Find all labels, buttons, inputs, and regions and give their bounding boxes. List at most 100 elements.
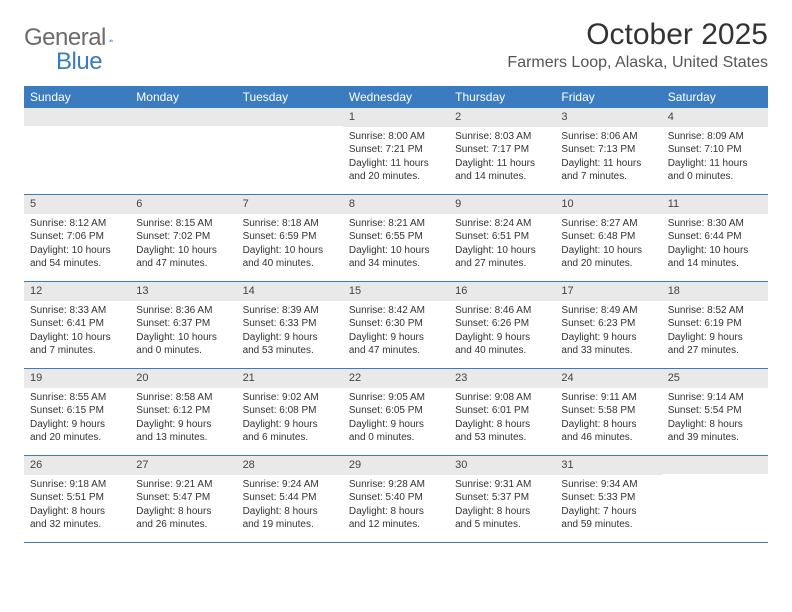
day-cell: 3Sunrise: 8:06 AMSunset: 7:13 PMDaylight… <box>555 108 661 194</box>
sunrise-text: Sunrise: 9:05 AM <box>349 391 443 405</box>
day-number <box>237 108 343 126</box>
sunrise-text: Sunrise: 9:34 AM <box>561 478 655 492</box>
day-cell: 16Sunrise: 8:46 AMSunset: 6:26 PMDayligh… <box>449 282 555 368</box>
sunrise-text: Sunrise: 9:18 AM <box>30 478 124 492</box>
day-number: 10 <box>555 195 661 214</box>
daylight-text: Daylight: 9 hours and 6 minutes. <box>243 418 337 445</box>
day-cell: 29Sunrise: 9:28 AMSunset: 5:40 PMDayligh… <box>343 456 449 542</box>
day-number: 1 <box>343 108 449 127</box>
sunrise-text: Sunrise: 8:00 AM <box>349 130 443 144</box>
sunset-text: Sunset: 7:02 PM <box>136 230 230 244</box>
day-number <box>662 456 768 474</box>
sunrise-text: Sunrise: 8:24 AM <box>455 217 549 231</box>
day-number: 4 <box>662 108 768 127</box>
day-cell: 23Sunrise: 9:08 AMSunset: 6:01 PMDayligh… <box>449 369 555 455</box>
daylight-text: Daylight: 10 hours and 40 minutes. <box>243 244 337 271</box>
day-number: 3 <box>555 108 661 127</box>
day-cell: 19Sunrise: 8:55 AMSunset: 6:15 PMDayligh… <box>24 369 130 455</box>
day-cell: 22Sunrise: 9:05 AMSunset: 6:05 PMDayligh… <box>343 369 449 455</box>
day-cell: 12Sunrise: 8:33 AMSunset: 6:41 PMDayligh… <box>24 282 130 368</box>
day-body: Sunrise: 8:30 AMSunset: 6:44 PMDaylight:… <box>662 214 768 275</box>
day-cell: 25Sunrise: 9:14 AMSunset: 5:54 PMDayligh… <box>662 369 768 455</box>
sunset-text: Sunset: 7:06 PM <box>30 230 124 244</box>
weekday-header-row: Sunday Monday Tuesday Wednesday Thursday… <box>24 86 768 108</box>
day-cell: 24Sunrise: 9:11 AMSunset: 5:58 PMDayligh… <box>555 369 661 455</box>
day-cell: 15Sunrise: 8:42 AMSunset: 6:30 PMDayligh… <box>343 282 449 368</box>
day-body: Sunrise: 8:15 AMSunset: 7:02 PMDaylight:… <box>130 214 236 275</box>
daylight-text: Daylight: 9 hours and 20 minutes. <box>30 418 124 445</box>
sunrise-text: Sunrise: 9:11 AM <box>561 391 655 405</box>
day-cell: 1 Sunrise: 8:00 AMSunset: 7:21 PMDaylight… <box>343 108 449 194</box>
daylight-text: Daylight: 8 hours and 46 minutes. <box>561 418 655 445</box>
day-number: 9 <box>449 195 555 214</box>
daylight-text: Daylight: 9 hours and 47 minutes. <box>349 331 443 358</box>
sunset-text: Sunset: 6:12 PM <box>136 404 230 418</box>
day-number: 15 <box>343 282 449 301</box>
sunrise-text: Sunrise: 8:30 AM <box>668 217 762 231</box>
day-cell: 7Sunrise: 8:18 AMSunset: 6:59 PMDaylight… <box>237 195 343 281</box>
sunrise-text: Sunrise: 8:12 AM <box>30 217 124 231</box>
sunset-text: Sunset: 7:13 PM <box>561 143 655 157</box>
day-number: 25 <box>662 369 768 388</box>
sunrise-text: Sunrise: 8:15 AM <box>136 217 230 231</box>
day-cell: 14Sunrise: 8:39 AMSunset: 6:33 PMDayligh… <box>237 282 343 368</box>
daylight-text: Daylight: 9 hours and 0 minutes. <box>349 418 443 445</box>
day-number: 21 <box>237 369 343 388</box>
sunrise-text: Sunrise: 8:36 AM <box>136 304 230 318</box>
day-cell: 11Sunrise: 8:30 AMSunset: 6:44 PMDayligh… <box>662 195 768 281</box>
daylight-text: Daylight: 11 hours and 14 minutes. <box>455 157 549 184</box>
sunrise-text: Sunrise: 8:58 AM <box>136 391 230 405</box>
day-number: 8 <box>343 195 449 214</box>
week-row: 5Sunrise: 8:12 AMSunset: 7:06 PMDaylight… <box>24 195 768 282</box>
day-body: Sunrise: 9:28 AMSunset: 5:40 PMDaylight:… <box>343 475 449 536</box>
day-body: Sunrise: 8:42 AMSunset: 6:30 PMDaylight:… <box>343 301 449 362</box>
day-cell: 9Sunrise: 8:24 AMSunset: 6:51 PMDaylight… <box>449 195 555 281</box>
day-body: Sunrise: 8:21 AMSunset: 6:55 PMDaylight:… <box>343 214 449 275</box>
day-body: Sunrise: 9:08 AMSunset: 6:01 PMDaylight:… <box>449 388 555 449</box>
sunset-text: Sunset: 6:08 PM <box>243 404 337 418</box>
weekday-header: Thursday <box>449 86 555 108</box>
day-cell: 17Sunrise: 8:49 AMSunset: 6:23 PMDayligh… <box>555 282 661 368</box>
sunset-text: Sunset: 5:44 PM <box>243 491 337 505</box>
daylight-text: Daylight: 11 hours and 0 minutes. <box>668 157 762 184</box>
day-body: Sunrise: 9:34 AMSunset: 5:33 PMDaylight:… <box>555 475 661 536</box>
day-body: Sunrise: 8:39 AMSunset: 6:33 PMDaylight:… <box>237 301 343 362</box>
day-body: Sunrise: 9:02 AMSunset: 6:08 PMDaylight:… <box>237 388 343 449</box>
day-number: 23 <box>449 369 555 388</box>
day-body: Sunrise: 9:14 AMSunset: 5:54 PMDaylight:… <box>662 388 768 449</box>
sunrise-text: Sunrise: 8:39 AM <box>243 304 337 318</box>
sunrise-text: Sunrise: 9:14 AM <box>668 391 762 405</box>
sunset-text: Sunset: 6:37 PM <box>136 317 230 331</box>
day-body: Sunrise: 9:18 AMSunset: 5:51 PMDaylight:… <box>24 475 130 536</box>
day-body <box>237 126 343 186</box>
sunset-text: Sunset: 6:05 PM <box>349 404 443 418</box>
day-cell: 13Sunrise: 8:36 AMSunset: 6:37 PMDayligh… <box>130 282 236 368</box>
day-body: Sunrise: 9:31 AMSunset: 5:37 PMDaylight:… <box>449 475 555 536</box>
week-row: 19Sunrise: 8:55 AMSunset: 6:15 PMDayligh… <box>24 369 768 456</box>
day-cell: 27Sunrise: 9:21 AMSunset: 5:47 PMDayligh… <box>130 456 236 542</box>
logo-sail-icon <box>109 29 113 47</box>
day-number: 27 <box>130 456 236 475</box>
sunrise-text: Sunrise: 9:28 AM <box>349 478 443 492</box>
daylight-text: Daylight: 11 hours and 7 minutes. <box>561 157 655 184</box>
weekday-header: Saturday <box>662 86 768 108</box>
daylight-text: Daylight: 7 hours and 59 minutes. <box>561 505 655 532</box>
location-subtitle: Farmers Loop, Alaska, United States <box>507 54 768 72</box>
daylight-text: Daylight: 11 hours and 20 minutes. <box>349 157 443 184</box>
sunset-text: Sunset: 5:33 PM <box>561 491 655 505</box>
sunset-text: Sunset: 7:17 PM <box>455 143 549 157</box>
sunrise-text: Sunrise: 9:24 AM <box>243 478 337 492</box>
day-cell <box>130 108 236 194</box>
day-number: 17 <box>555 282 661 301</box>
sunset-text: Sunset: 6:23 PM <box>561 317 655 331</box>
weekday-header: Sunday <box>24 86 130 108</box>
day-number: 13 <box>130 282 236 301</box>
sunset-text: Sunset: 6:51 PM <box>455 230 549 244</box>
sunset-text: Sunset: 5:58 PM <box>561 404 655 418</box>
sunrise-text: Sunrise: 8:46 AM <box>455 304 549 318</box>
day-number: 6 <box>130 195 236 214</box>
sunset-text: Sunset: 7:21 PM <box>349 143 443 157</box>
sunset-text: Sunset: 5:37 PM <box>455 491 549 505</box>
daylight-text: Daylight: 8 hours and 19 minutes. <box>243 505 337 532</box>
day-cell: 4Sunrise: 8:09 AMSunset: 7:10 PMDaylight… <box>662 108 768 194</box>
